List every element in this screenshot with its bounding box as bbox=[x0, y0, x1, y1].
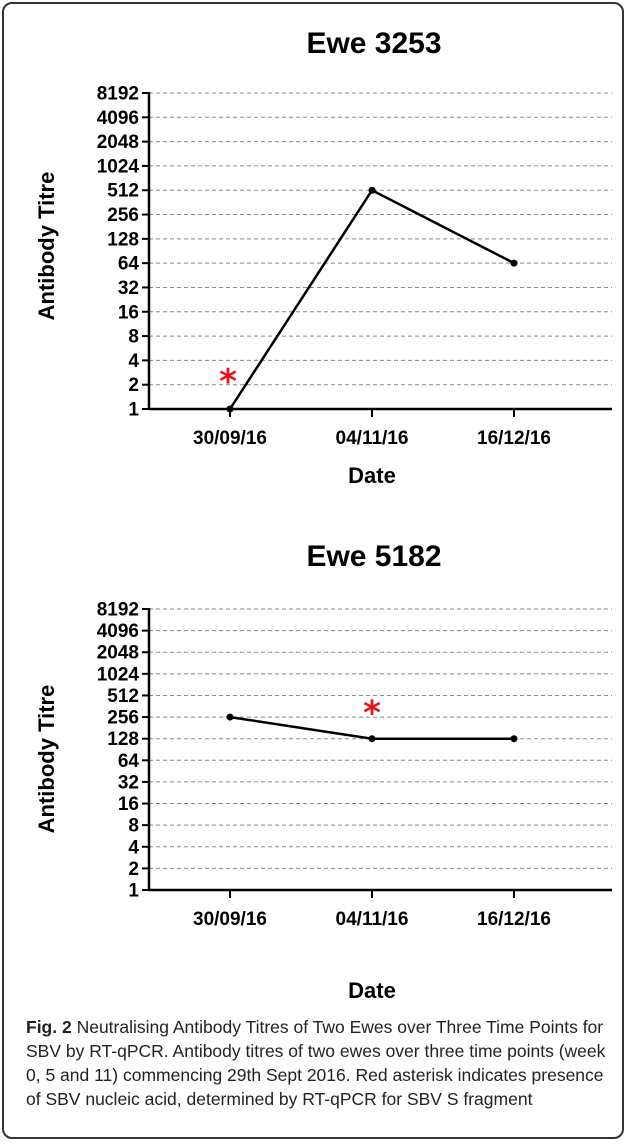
red-asterisk-annotation: * bbox=[219, 362, 237, 402]
y-tick-label: 32 bbox=[118, 772, 139, 793]
y-tick-label: 2 bbox=[128, 859, 139, 880]
y-tick-label: 4096 bbox=[97, 621, 139, 642]
y-tick-label: 64 bbox=[118, 254, 140, 275]
y-tick-label: 16 bbox=[118, 794, 139, 815]
y-axis-label: Antibody Titre bbox=[34, 172, 59, 321]
y-tick-label: 1024 bbox=[97, 156, 140, 177]
y-tick-label: 128 bbox=[107, 229, 139, 250]
red-asterisk-annotation: * bbox=[363, 694, 381, 734]
y-tick-label: 16 bbox=[118, 302, 139, 323]
x-tick-label: 04/11/16 bbox=[336, 428, 409, 449]
y-tick-label: 64 bbox=[118, 751, 140, 772]
y-tick-label: 2 bbox=[128, 375, 139, 396]
data-point bbox=[510, 735, 518, 743]
y-tick-label: 256 bbox=[107, 708, 139, 729]
x-tick-label: 30/09/16 bbox=[193, 909, 267, 930]
y-tick-label: 2048 bbox=[97, 643, 139, 664]
data-point bbox=[368, 186, 376, 194]
y-tick-label: 2048 bbox=[97, 132, 139, 153]
y-tick-label: 8 bbox=[128, 816, 139, 837]
x-tick-label: 30/09/16 bbox=[193, 428, 267, 449]
y-tick-label: 4 bbox=[128, 837, 139, 858]
chart-title: Ewe 3253 bbox=[306, 27, 441, 60]
chart-title: Ewe 5182 bbox=[306, 540, 441, 573]
x-tick-label: 04/11/16 bbox=[336, 909, 409, 930]
y-tick-label: 512 bbox=[107, 686, 139, 707]
caption-fig-label: Fig. 2 bbox=[26, 1017, 72, 1037]
chart-ewe-5182: Ewe 5182 Antibody Titre Date 12481632641… bbox=[34, 540, 612, 1003]
y-tick-label: 8192 bbox=[97, 84, 139, 105]
y-tick-label: 512 bbox=[107, 181, 139, 202]
y-tick-label: 1 bbox=[128, 881, 139, 902]
y-tick-label: 1 bbox=[128, 400, 139, 421]
figure-caption: Fig. 2 Neutralising Antibody Titres of T… bbox=[26, 1015, 612, 1111]
data-point bbox=[368, 735, 376, 743]
y-tick-label: 32 bbox=[118, 278, 139, 299]
chart-ewe-3253: Ewe 3253 Antibody Titre Date 12481632641… bbox=[34, 27, 612, 488]
x-axis-label: Date bbox=[348, 463, 396, 488]
y-tick-label: 256 bbox=[107, 205, 139, 226]
data-point bbox=[226, 713, 234, 721]
y-tick-label: 4096 bbox=[97, 108, 139, 129]
x-tick-label: 16/12/16 bbox=[477, 428, 551, 449]
x-tick-label: 16/12/16 bbox=[477, 909, 551, 930]
y-tick-label: 1024 bbox=[97, 664, 140, 685]
y-axis-label: Antibody Titre bbox=[34, 685, 59, 834]
data-point bbox=[510, 259, 518, 267]
x-axis-label: Date bbox=[348, 978, 396, 1003]
caption-title: Neutralising Antibody Titres of Two Ewes… bbox=[26, 1017, 604, 1061]
y-tick-label: 8 bbox=[128, 327, 139, 348]
y-tick-label: 128 bbox=[107, 729, 139, 750]
y-tick-label: 8192 bbox=[97, 600, 139, 621]
series-line bbox=[228, 188, 515, 410]
data-point bbox=[226, 405, 234, 413]
y-tick-label: 4 bbox=[128, 351, 139, 372]
caption-body: Antibody titres of two ewes over three t… bbox=[26, 1041, 606, 1109]
plot-area: 1 2 4 8 16 32 64 128 256 512 1024 2048 4096 8192 30/09… bbox=[97, 84, 612, 449]
